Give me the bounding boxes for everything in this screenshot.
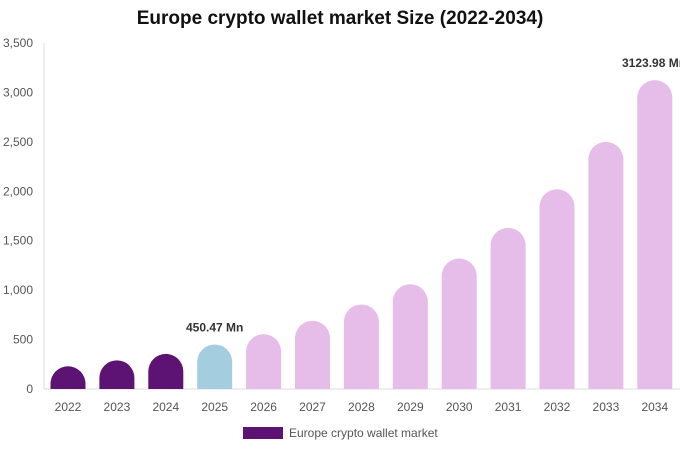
bar-2033 <box>588 141 624 389</box>
x-tick-label: 2030 <box>446 400 473 414</box>
x-tick-label: 2028 <box>348 400 375 414</box>
bar-2031 <box>490 227 526 389</box>
x-tick-label: 2027 <box>299 400 326 414</box>
bar-2023 <box>99 360 135 389</box>
y-tick-label: 3,500 <box>3 36 33 50</box>
x-tick-label: 2025 <box>201 400 228 414</box>
y-tick-label: 2,000 <box>3 184 33 198</box>
y-tick-label: 3,000 <box>3 85 33 99</box>
chart-title: Europe crypto wallet market Size (2022-2… <box>136 8 544 29</box>
legend-label: Europe crypto wallet market <box>289 426 438 440</box>
legend: Europe crypto wallet market <box>243 425 438 441</box>
y-tick-label: 2,500 <box>3 135 33 149</box>
x-tick-label: 2031 <box>495 400 522 414</box>
x-tick-label: 2033 <box>593 400 620 414</box>
x-tick-label: 2023 <box>104 400 131 414</box>
data-label: 3123.98 Mn <box>622 56 680 70</box>
legend-swatch <box>243 427 283 439</box>
bar-2025 <box>197 344 233 389</box>
bar-2026 <box>246 334 282 389</box>
x-tick-label: 2034 <box>641 400 668 414</box>
bar-2027 <box>295 320 330 389</box>
y-tick-label: 500 <box>13 333 33 347</box>
x-tick-label: 2032 <box>544 400 571 414</box>
bar-2030 <box>441 258 477 389</box>
bar-2032 <box>539 189 575 389</box>
bar-2024 <box>148 353 184 389</box>
y-tick-label: 0 <box>26 382 33 396</box>
x-tick-label: 2022 <box>55 400 82 414</box>
y-tick-label: 1,500 <box>3 234 33 248</box>
y-tick-label: 1,000 <box>3 283 33 297</box>
bar-2028 <box>343 304 379 389</box>
x-tick-label: 2026 <box>250 400 277 414</box>
data-label: 450.47 Mn <box>186 320 243 334</box>
bar-2034 <box>637 80 673 389</box>
bar-2029 <box>392 284 428 389</box>
bar-2022 <box>50 366 86 389</box>
x-tick-label: 2024 <box>152 400 179 414</box>
x-tick-label: 2029 <box>397 400 424 414</box>
